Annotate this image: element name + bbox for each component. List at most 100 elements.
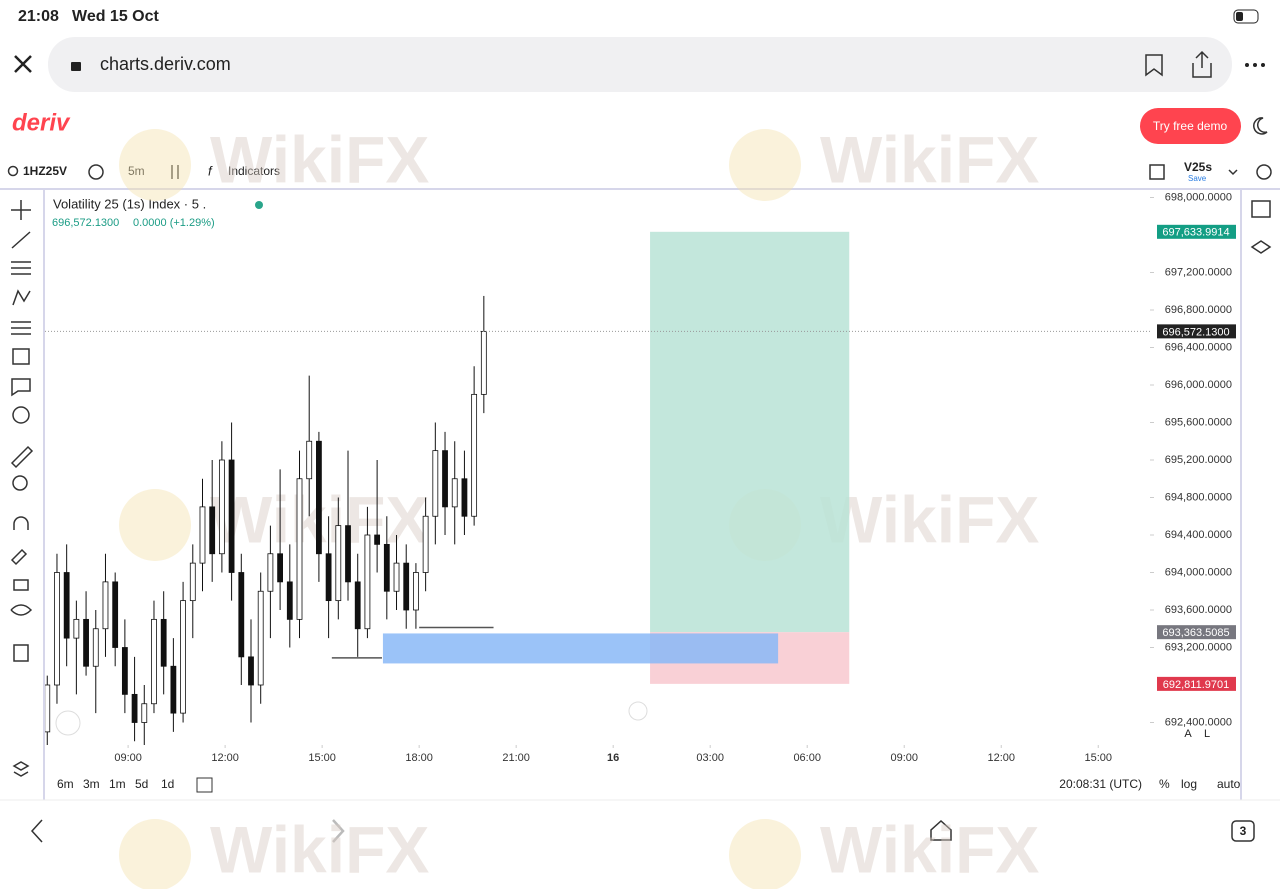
candle-body (451, 478, 458, 508)
y-tick-label: 694,000.0000 (1165, 566, 1232, 578)
candle-body (257, 590, 264, 686)
url: charts.deriv.com (100, 54, 231, 74)
candle-body (345, 525, 351, 583)
range-button[interactable]: 3m (83, 777, 100, 791)
candle-body (354, 581, 361, 630)
search-icon (7, 165, 19, 177)
back[interactable] (30, 819, 43, 843)
y-tick-label: 696,400.0000 (1165, 341, 1232, 353)
date-picker[interactable] (196, 777, 213, 793)
tabs[interactable] (1231, 820, 1255, 842)
candle-body (286, 581, 293, 620)
settings[interactable] (1256, 164, 1272, 180)
template-save[interactable]: Save (1188, 174, 1207, 183)
x-tick-label: 09:00 (114, 752, 142, 764)
reset-view[interactable] (628, 701, 648, 721)
status-date: Wed 15 Oct (72, 8, 160, 25)
y-tick-label: 693,200.0000 (1165, 641, 1232, 653)
drawing-tools[interactable] (10, 200, 34, 777)
y-tick-label: 695,200.0000 (1165, 454, 1232, 466)
range-button[interactable]: 1m (109, 777, 126, 791)
watermark: WikiFX (820, 122, 1039, 196)
compare-icon[interactable] (88, 164, 104, 180)
candle-body (471, 393, 478, 517)
theme-toggle[interactable] (1253, 117, 1268, 135)
home[interactable] (930, 819, 952, 841)
candle-body (199, 506, 206, 564)
range-button[interactable]: 1d (161, 777, 174, 791)
watermark-logo (729, 819, 801, 889)
chart-change: 0.0000 (+1.29%) (133, 217, 215, 229)
candle-body (432, 450, 439, 517)
candle-body (316, 440, 322, 555)
candle-body (442, 450, 448, 508)
forward[interactable] (332, 819, 345, 843)
scale-option[interactable]: auto (1217, 777, 1241, 791)
candle-body (54, 572, 60, 686)
interval[interactable]: 5m (128, 164, 145, 178)
zone (382, 633, 779, 664)
address-bar[interactable] (48, 37, 1232, 92)
candle-body (325, 553, 332, 602)
symbol[interactable]: 1HZ25V (23, 164, 67, 178)
candle-body (112, 581, 119, 648)
close-tab[interactable] (14, 55, 32, 73)
more[interactable] (1245, 63, 1265, 67)
lock-icon (71, 62, 81, 71)
watermark-logo (119, 819, 191, 889)
chart-title: Volatility 25 (1s) Index · 5 . (53, 196, 206, 211)
price-label: 693,363.5085 (1162, 627, 1229, 639)
candle-body (180, 600, 186, 714)
scale-button[interactable]: L (1204, 728, 1210, 740)
x-tick-label: 15:00 (1084, 752, 1112, 764)
battery-level (1236, 12, 1243, 21)
candle-body (83, 618, 89, 667)
y-tick-label: 698,000.0000 (1165, 191, 1232, 203)
candle-body (248, 656, 254, 686)
candle-body (374, 534, 381, 545)
x-tick-label: 18:00 (405, 752, 433, 764)
candle-body (335, 525, 342, 602)
candle-body (102, 581, 109, 630)
demo-button[interactable] (1140, 108, 1241, 144)
candle-body (218, 459, 225, 555)
right-tools[interactable] (1250, 200, 1272, 254)
candle-body (480, 330, 487, 395)
x-tick-label: 16 (607, 752, 619, 764)
scale-option[interactable]: log (1181, 777, 1197, 791)
template[interactable]: V25s (1184, 160, 1212, 174)
template-dropdown[interactable] (1228, 169, 1238, 176)
share[interactable] (1192, 50, 1212, 78)
candle-body (383, 543, 390, 592)
price-label: 696,572.1300 (1162, 326, 1229, 338)
price-label-box (1157, 625, 1236, 640)
candle-body (170, 665, 177, 714)
price-label: 692,811.9701 (1163, 679, 1229, 691)
candle-body (267, 553, 274, 592)
candle-body (141, 703, 148, 723)
indicators[interactable]: Indicators (228, 164, 280, 178)
status-time: 21:08 (18, 8, 59, 25)
chart-price: 696,572.1300 (52, 217, 119, 229)
logo[interactable]: deriv (12, 109, 71, 136)
chart-type[interactable] (171, 165, 179, 179)
scale-button[interactable]: A (1184, 728, 1192, 740)
tabs-count: 3 (1240, 824, 1247, 838)
live-dot (255, 201, 263, 209)
candle-body (63, 572, 70, 639)
tv-logo[interactable] (55, 710, 81, 736)
layout-icon[interactable] (1149, 164, 1165, 180)
candle-body (364, 534, 371, 630)
y-tick-label: 696,800.0000 (1165, 304, 1232, 316)
x-tick-label: 06:00 (793, 752, 821, 764)
range-button[interactable]: 6m (57, 777, 74, 791)
scale-option[interactable]: % (1159, 777, 1170, 791)
fx-icon: f (208, 163, 213, 178)
price-label-box (1157, 224, 1236, 239)
drawings (45, 231, 850, 745)
price-label-box (1157, 676, 1236, 691)
bookmark[interactable] (1145, 54, 1163, 77)
range-button[interactable]: 5d (135, 777, 148, 791)
position-target (650, 231, 850, 633)
